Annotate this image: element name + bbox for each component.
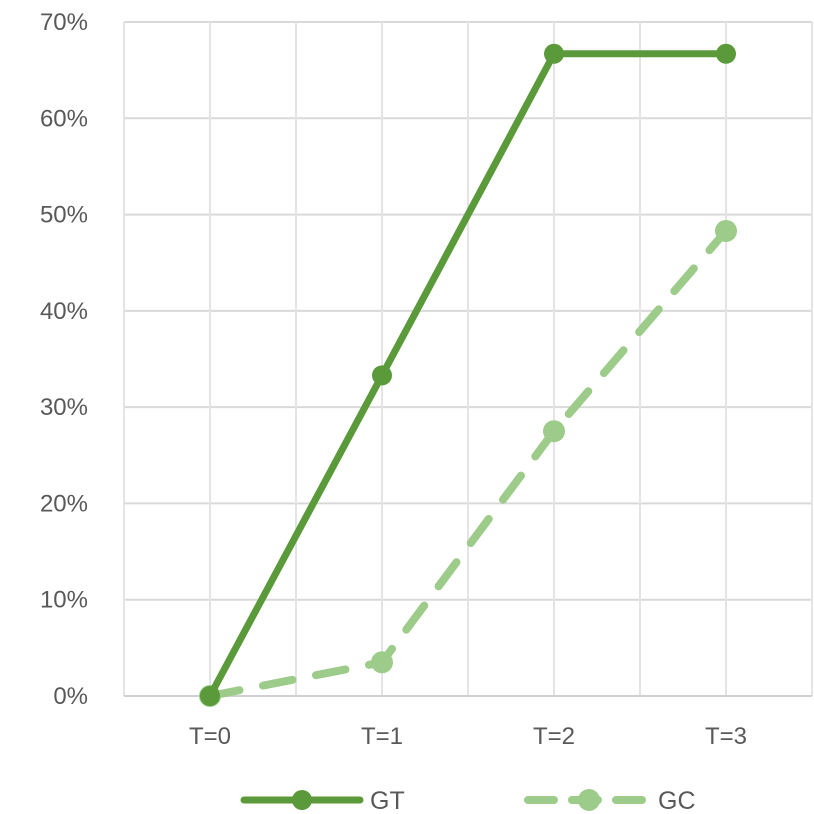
legend-marker-gc	[578, 789, 600, 811]
data-point-gt	[716, 43, 736, 64]
legend-label-gc: GC	[658, 787, 696, 814]
data-point-gc	[715, 219, 737, 242]
y-tick-label: 40%	[40, 298, 88, 325]
data-point-gt	[372, 365, 392, 386]
legend-item-gc: GC	[524, 787, 696, 814]
series-line-gc	[206, 226, 730, 700]
data-point-gc	[371, 651, 393, 674]
y-tick-label: 30%	[40, 394, 88, 421]
data-point-gt	[200, 686, 220, 706]
series-line-gt	[206, 50, 730, 700]
x-tick-label: T=1	[361, 723, 403, 750]
y-tick-label: 10%	[40, 587, 88, 614]
legend: GT GC	[240, 787, 696, 814]
gridlines	[123, 21, 813, 696]
y-tick-label: 50%	[40, 202, 88, 229]
y-tick-label: 20%	[40, 490, 88, 517]
y-tick-label: 70%	[40, 9, 88, 36]
data-point-gt	[544, 43, 564, 64]
legend-marker-gt	[292, 790, 312, 810]
x-tick-label: T=3	[705, 723, 747, 750]
legend-label-gt: GT	[370, 787, 405, 814]
y-tick-label: 0%	[53, 683, 88, 710]
x-tick-label: T=2	[533, 723, 575, 750]
y-tick-label: 60%	[40, 105, 88, 132]
x-tick-label: T=0	[189, 723, 231, 750]
y-axis-tick-labels: 0% 10% 20% 30% 40% 50% 60% 70%	[40, 9, 88, 710]
x-axis-tick-labels: T=0 T=1 T=2 T=3	[189, 723, 747, 750]
data-point-gc	[543, 420, 565, 443]
series-gt	[200, 43, 736, 706]
legend-item-gt: GT	[240, 787, 405, 814]
data-series	[199, 43, 737, 707]
